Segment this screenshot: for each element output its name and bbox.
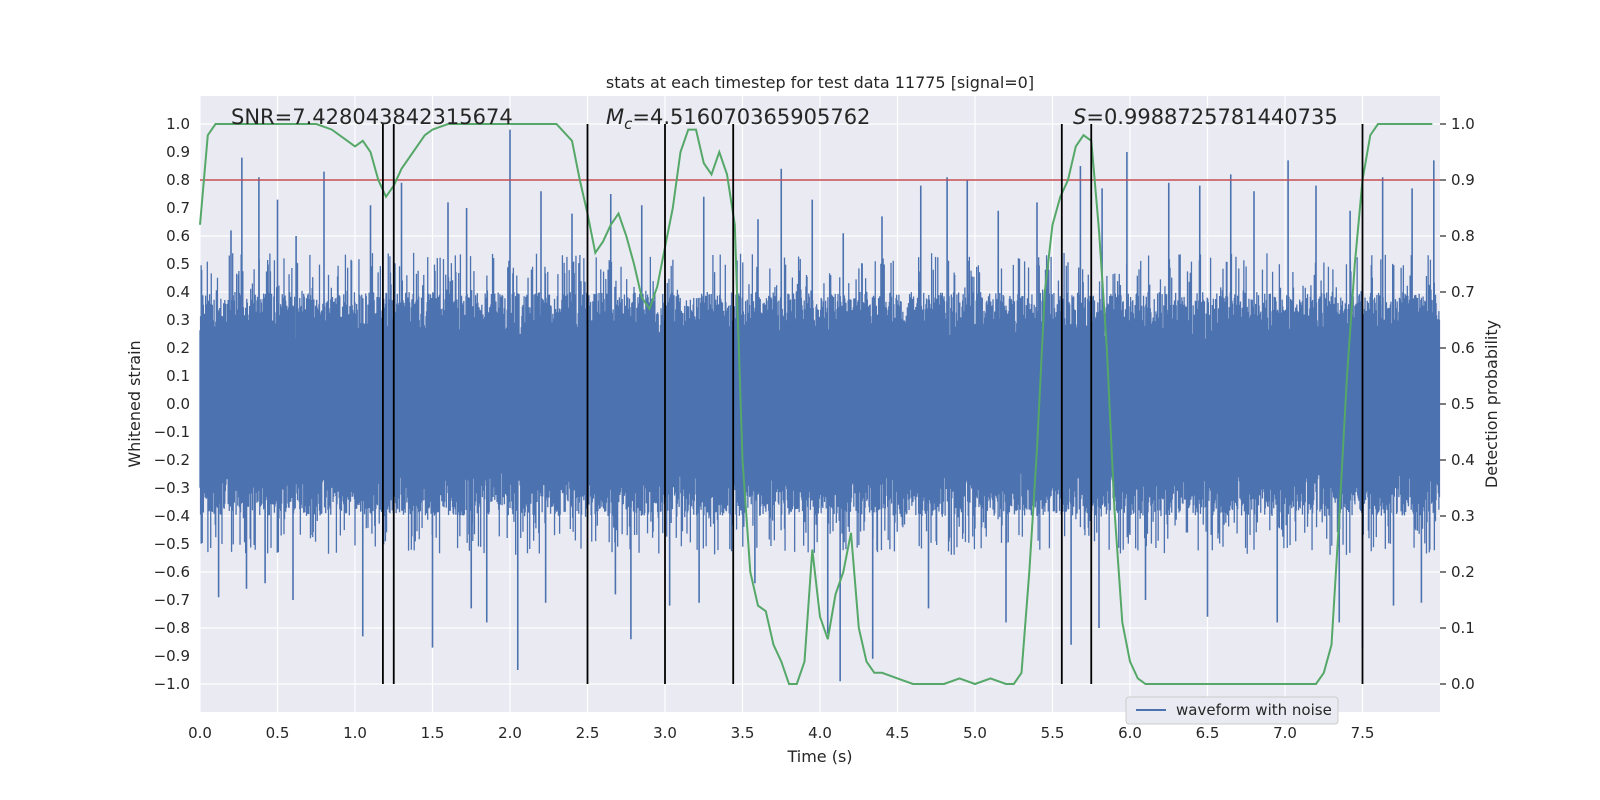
chart-title: stats at each timestep for test data 117…: [606, 73, 1034, 92]
x-tick-label: 3.0: [653, 724, 677, 742]
y-right-tick-label: 0.0: [1451, 675, 1475, 693]
y-left-tick-label: 0.7: [166, 199, 190, 217]
y-left-tick-label: −0.1: [154, 423, 190, 441]
x-tick-label: 7.0: [1273, 724, 1297, 742]
s-annotation: S=0.9988725781440735: [1073, 105, 1338, 129]
y-left-tick-label: 1.0: [166, 115, 190, 133]
x-tick-label: 0.5: [266, 724, 290, 742]
y-right-tick-label: 0.7: [1451, 283, 1475, 301]
y-right-tick-label: 0.5: [1451, 395, 1475, 413]
x-tick-label: 5.0: [963, 724, 987, 742]
x-tick-label: 5.5: [1041, 724, 1065, 742]
x-tick-label: 1.0: [343, 724, 367, 742]
legend-label: waveform with noise: [1176, 701, 1332, 719]
x-axis-label: Time (s): [786, 747, 852, 766]
x-tick-label: 1.5: [421, 724, 445, 742]
y-left-tick-label: −0.2: [154, 451, 190, 469]
x-tick-label: 3.5: [731, 724, 755, 742]
y-right-tick-label: 0.2: [1451, 563, 1475, 581]
y-left-tick-label: 0.3: [166, 311, 190, 329]
chirp-mass-subscript: c: [624, 115, 633, 133]
y-left-tick-label: −0.9: [154, 647, 190, 665]
y-right-tick-label: 0.9: [1451, 171, 1475, 189]
x-tick-label: 7.5: [1351, 724, 1375, 742]
y-right-tick-label: 1.0: [1451, 115, 1475, 133]
x-tick-label: 6.5: [1196, 724, 1220, 742]
y-left-tick-label: 0.9: [166, 143, 190, 161]
s-symbol: S: [1073, 105, 1086, 129]
vertical-lines: [381, 124, 1364, 684]
y-left-tick-label: 0.6: [166, 227, 190, 245]
y-right-tick-label: 0.6: [1451, 339, 1475, 357]
chirp-mass-annotation: Mc=4.516070365905762: [606, 105, 870, 133]
snr-annotation: SNR=7.428043842315674: [231, 105, 513, 129]
probability-line: [199, 123, 1433, 686]
chirp-mass-symbol: M: [606, 105, 624, 129]
y-left-tick-label: 0.0: [166, 395, 190, 413]
x-axis: 0.0 0.5 1.0 1.5 2.0 2.5 3.0 3.5 4.0 4.5 5.0 5.5 6.0 6…: [188, 724, 1374, 742]
y-left-tick-label: 0.5: [166, 255, 190, 273]
y-left-tick-label: −0.5: [154, 535, 190, 553]
probability-series: [199, 123, 1433, 686]
y-left-tick-label: −0.6: [154, 563, 190, 581]
y-axis-right: 1.0 0.9 0.8 0.7 0.6 0.5 0.4 0.3 0.2 0.1 0.0: [1440, 115, 1475, 693]
y-left-tick-label: 0.4: [166, 283, 190, 301]
s-value: =0.9988725781440735: [1086, 105, 1337, 129]
y-left-tick-label: 0.2: [166, 339, 190, 357]
y-axis-right-label: Detection probability: [1482, 320, 1501, 488]
x-tick-label: 2.0: [498, 724, 522, 742]
y-left-tick-label: 0.1: [166, 367, 190, 385]
x-tick-label: 0.0: [188, 724, 212, 742]
y-left-tick-label: −1.0: [154, 675, 190, 693]
y-left-tick-label: −0.3: [154, 479, 190, 497]
chirp-mass-value: =4.516070365905762: [632, 105, 870, 129]
y-axis-left-label: Whitened strain: [125, 340, 144, 467]
y-left-tick-label: −0.8: [154, 619, 190, 637]
y-right-tick-label: 0.3: [1451, 507, 1475, 525]
y-right-tick-label: 0.8: [1451, 227, 1475, 245]
x-tick-label: 4.0: [808, 724, 832, 742]
y-left-tick-label: −0.4: [154, 507, 190, 525]
strain-noise-band: [199, 252, 1441, 555]
legend: waveform with noise: [1125, 696, 1339, 725]
x-tick-label: 2.5: [576, 724, 600, 742]
strain-series: [199, 129, 1441, 682]
y-right-tick-label: 0.1: [1451, 619, 1475, 637]
y-left-tick-label: −0.7: [154, 591, 190, 609]
y-right-tick-label: 0.4: [1451, 451, 1475, 469]
y-axis-left: 1.0 0.9 0.8 0.7 0.6 0.5 0.4 0.3 0.2 0.1 0.0 −0.1 −0.…: [154, 115, 190, 693]
x-tick-label: 6.0: [1118, 724, 1142, 742]
y-left-tick-label: 0.8: [166, 171, 190, 189]
legend-box: [1125, 696, 1339, 725]
x-tick-label: 4.5: [886, 724, 910, 742]
